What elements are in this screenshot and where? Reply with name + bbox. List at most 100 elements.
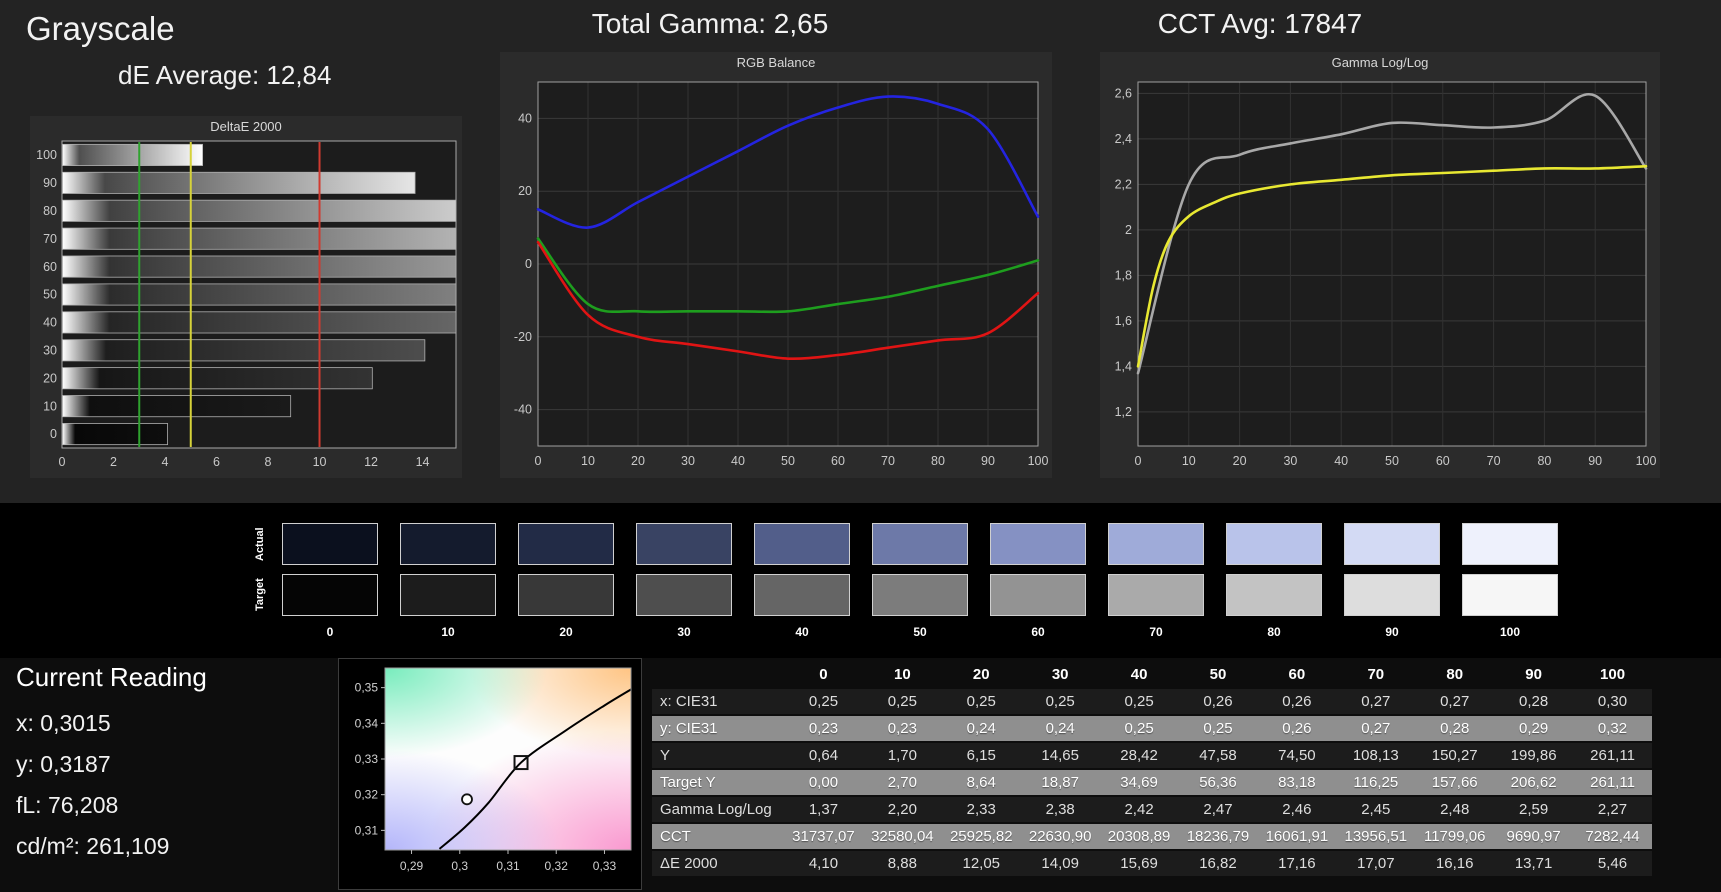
swatch-column-label: 20 (559, 625, 573, 639)
axis-tick-label: 30 (1283, 454, 1297, 468)
page-title: Grayscale (26, 10, 175, 47)
swatch-grid: 0 10 20 30 40 50 60 70 80 90 100 (282, 523, 1558, 639)
swatch-actual-30 (636, 523, 732, 565)
rgb-balance-chart: 40 20 0 -20 -40 0 10 20 30 40 50 60 70 80 90 100 (514, 81, 1049, 468)
axis-tick-label: 60 (831, 454, 845, 468)
axis-tick-label: 0,29 (400, 859, 424, 873)
deltae-bar (62, 339, 426, 362)
table-cell: 17,07 (1357, 855, 1395, 872)
axis-tick-label: 0,34 (355, 716, 379, 730)
axis-tick-label: 0,32 (355, 788, 379, 802)
swatch-column-label: 0 (326, 625, 334, 639)
total-gamma-value: Total Gamma: 2,65 (591, 8, 829, 39)
table-cell: 20308,89 (1107, 828, 1171, 845)
axis-tick-label: 100 (1028, 454, 1049, 468)
reading-y: y: 0,3187 (16, 751, 111, 777)
table-cell: 8,64 (966, 774, 996, 791)
table-cell: 2,42 (1124, 801, 1154, 818)
table-cell: 34,69 (1120, 774, 1158, 791)
measured-point-marker (461, 793, 473, 806)
table-column-header: 0 (819, 666, 828, 683)
table-cell: 13,71 (1514, 855, 1553, 872)
axis-tick-label: 30 (681, 454, 695, 468)
table-cell: 116,25 (1353, 774, 1399, 791)
swatch-row-label-target: Target (254, 578, 266, 612)
axis-tick-label: 0,31 (355, 823, 379, 837)
axis-tick-label: 10 (43, 399, 57, 413)
axis-tick-label: 90 (1588, 454, 1602, 468)
table-cell: 4,10 (808, 855, 839, 872)
axis-tick-label: 50 (781, 454, 795, 468)
table-cell: 1,37 (808, 801, 839, 818)
swatch-target-30 (636, 574, 732, 616)
plot-border (1137, 81, 1647, 447)
axis-tick-label: 4 (162, 455, 169, 469)
swatch-actual-60 (990, 523, 1086, 565)
swatch-target-0 (282, 574, 378, 616)
swatch-target-50 (872, 574, 968, 616)
rgb-chart-title: RGB Balance (736, 55, 816, 70)
table-row-label: y: CIE31 (660, 720, 718, 737)
table-row-label: Y (660, 747, 671, 764)
table-row-label: CCT (660, 828, 691, 845)
charts-section: Grayscale dE Average: 12,84 DeltaE 2000 … (26, 8, 1657, 469)
measurements-table-wrap: 0 10 20 30 40 50 60 70 80 90 100 x: CIE31 0,25 0,25 0,… (652, 660, 1652, 878)
axis-tick-label: 50 (1385, 454, 1399, 468)
table-cell: 74,50 (1278, 747, 1316, 764)
series-line-blue (536, 95, 1040, 229)
swatch-target-100 (1462, 574, 1558, 616)
axis-tick-label: 0 (535, 454, 542, 468)
gamma-chart-title: Gamma Log/Log (1331, 55, 1429, 70)
swatch-target-40 (754, 574, 850, 616)
axis-tick-label: 2 (1125, 223, 1132, 237)
plot-border (537, 81, 1039, 447)
table-cell: 0,26 (1282, 693, 1312, 710)
axis-tick-label: 80 (1537, 454, 1551, 468)
axis-tick-label: 40 (43, 316, 57, 330)
table-cell: 0,26 (1203, 693, 1233, 710)
axis-tick-label: 80 (43, 204, 57, 218)
swatch-target-10 (400, 574, 496, 616)
axis-tick-label: 14 (416, 455, 430, 469)
swatch-column-label: 60 (1031, 625, 1045, 639)
table-column-header: 30 (1051, 666, 1069, 683)
table-cell: 0,24 (966, 720, 996, 737)
deltae-bar (62, 199, 457, 222)
axis-tick-label: 60 (1436, 454, 1450, 468)
de-average-value: dE Average: 12,84 (118, 60, 332, 90)
axis-tick-label: 1,2 (1115, 405, 1132, 419)
table-cell: 16,82 (1199, 855, 1237, 872)
axis-tick-label: 40 (518, 111, 532, 125)
swatch-column-label: 30 (677, 625, 691, 639)
table-cell: 25925,82 (949, 828, 1013, 845)
axis-tick-label: -40 (514, 403, 532, 417)
axis-tick-label: 100 (36, 148, 57, 162)
table-row-label: x: CIE31 (660, 693, 718, 710)
deltae-bar (62, 255, 457, 278)
table-column-header: 60 (1288, 666, 1306, 683)
table-column-header: 100 (1600, 666, 1626, 683)
deltae-chart-title: DeltaE 2000 (210, 119, 282, 134)
swatch-actual-90 (1344, 523, 1440, 565)
table-cell: 0,24 (1045, 720, 1075, 737)
axis-tick-label: 0 (525, 257, 532, 271)
deltae-bar (62, 395, 292, 418)
swatch-actual-20 (518, 523, 614, 565)
table-cell: 2,70 (887, 774, 917, 791)
axis-tick-label: -20 (514, 330, 532, 344)
swatch-actual-40 (754, 523, 850, 565)
axis-tick-label: 8 (265, 455, 272, 469)
swatch-actual-50 (872, 523, 968, 565)
table-cell: 31737,07 (792, 828, 855, 845)
table-cell: 0,27 (1440, 693, 1470, 710)
table-cell: 32580,04 (871, 828, 934, 845)
table-cell: 2,46 (1282, 801, 1312, 818)
table-cell: 14,65 (1041, 747, 1079, 764)
table-cell: 0,00 (808, 774, 839, 791)
target-point-marker (513, 755, 529, 771)
axis-tick-label: 70 (1487, 454, 1501, 468)
table-cell: 16061,91 (1265, 828, 1329, 845)
table-row: Y 0,64 1,70 6,15 14,65 28,42 47,58 74,50 108,13 1… (652, 743, 1652, 768)
deltae-bar (62, 423, 168, 446)
